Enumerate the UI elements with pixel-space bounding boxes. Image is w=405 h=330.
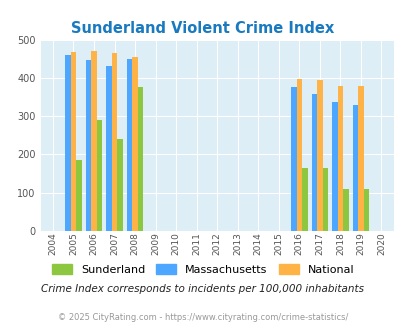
Bar bbox=[316, 80, 322, 231]
Bar bbox=[296, 79, 301, 231]
Bar bbox=[352, 106, 357, 231]
Bar bbox=[337, 85, 342, 231]
Bar bbox=[117, 139, 123, 231]
Bar bbox=[91, 51, 96, 231]
Text: Crime Index corresponds to incidents per 100,000 inhabitants: Crime Index corresponds to incidents per… bbox=[41, 284, 364, 294]
Bar bbox=[138, 87, 143, 231]
Text: Sunderland Violent Crime Index: Sunderland Violent Crime Index bbox=[71, 21, 334, 36]
Bar bbox=[331, 102, 337, 231]
Bar bbox=[85, 60, 91, 231]
Bar bbox=[363, 189, 369, 231]
Bar bbox=[106, 66, 111, 231]
Bar bbox=[342, 189, 348, 231]
Bar bbox=[111, 53, 117, 231]
Bar bbox=[357, 85, 363, 231]
Bar bbox=[76, 160, 81, 231]
Legend: Sunderland, Massachusetts, National: Sunderland, Massachusetts, National bbox=[47, 260, 358, 279]
Text: © 2025 CityRating.com - https://www.cityrating.com/crime-statistics/: © 2025 CityRating.com - https://www.city… bbox=[58, 313, 347, 322]
Bar bbox=[65, 55, 70, 231]
Bar bbox=[322, 168, 327, 231]
Bar bbox=[70, 52, 76, 231]
Bar bbox=[96, 120, 102, 231]
Bar bbox=[311, 94, 316, 231]
Bar bbox=[126, 59, 132, 231]
Bar bbox=[290, 87, 296, 231]
Bar bbox=[301, 168, 307, 231]
Bar bbox=[132, 57, 138, 231]
